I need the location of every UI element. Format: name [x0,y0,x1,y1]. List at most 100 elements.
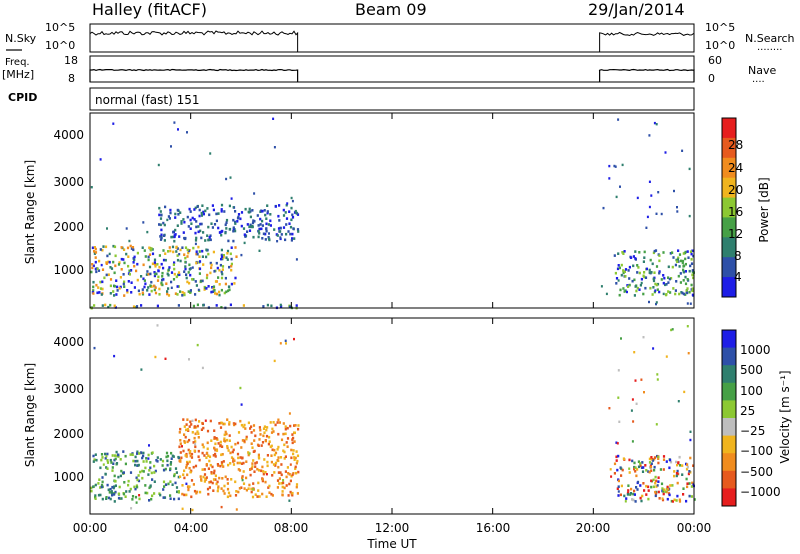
velocity-echo-cell [203,454,206,457]
velocity-echo-cell [686,465,689,469]
velocity-echo-cell [133,485,136,489]
velocity-echo-cell [650,457,653,461]
power-echo-cell [220,248,223,252]
power-echo-cell [636,196,639,200]
velocity-echo-cell [186,418,189,421]
velocity-echo-cell [640,378,643,381]
power-echo-cell [198,272,201,275]
velocity-echo-cell [200,478,203,481]
power-echo-cell [277,214,280,218]
velocity-colorbar-swatch [722,453,736,472]
velocity-echo-cell [243,423,246,427]
velocity-echo-cell [689,456,692,460]
power-echo-cell [211,286,214,289]
velocity-echo-cell [673,474,676,478]
power-echo-cell [96,291,99,295]
power-echo-cell [127,280,130,283]
power-echo-cell [136,278,139,282]
power-echo-cell [253,220,256,223]
velocity-echo-cell [651,459,655,462]
power-echo-cell [286,202,289,205]
velocity-echo-cell [110,491,113,495]
power-echo-cell [205,248,208,252]
velocity-echo-cell [253,470,256,473]
velocity-echo-cell [673,470,676,473]
power-echo-cell [229,252,232,256]
velocity-echo-cell [207,467,210,470]
velocity-echo-cell [107,488,110,492]
power-echo-cell [220,306,223,309]
velocity-echo-cell [205,463,208,466]
power-echo-cell [220,257,223,261]
power-echo-cell [220,210,223,213]
velocity-echo-cell [233,459,236,462]
power-echo-cell [265,227,268,231]
velocity-echo-cell [109,458,112,462]
power-echo-cell [669,291,672,294]
power-echo-cell [101,268,105,271]
velocity-echo-cell [252,488,255,491]
velocity-echo-cell [115,450,118,454]
power-echo-cell [261,237,264,240]
power-echo-cell [634,285,637,288]
velocity-cbar-tick-neg1000: −1000 [740,485,781,499]
power-echo-cell [104,303,107,307]
power-echo-cell [259,217,262,221]
velocity-echo-cell [647,489,650,492]
velocity-echo-cell [641,470,645,473]
power-echo-cell [195,250,198,253]
power-echo-cell [184,267,187,271]
velocity-echo-cell [129,453,132,456]
velocity-echo-cell [290,448,293,452]
velocity-echo-cell [136,459,139,463]
velocity-echo-cell [108,491,111,494]
power-echo-cell [633,278,636,282]
power-echo-cell [622,252,625,255]
velocity-echo-cell [653,457,656,461]
power-echo-cell [264,238,267,241]
velocity-echo-cell [204,419,207,422]
power-echo-cell [181,291,184,294]
velocity-echo-cell [273,448,276,452]
power-echo-cell [617,264,620,267]
power-ytick-4000: 4000 [53,128,84,142]
power-ylabel: Slant Range [km] [23,160,37,264]
power-echo-cell [198,267,202,271]
power-echo-cell [648,300,650,304]
velocity-echo-cell [112,486,115,490]
velocity-echo-cell [628,471,631,474]
power-echo-cell [123,280,126,284]
velocity-echo-cell [183,469,186,473]
velocity-echo-cell [136,464,139,467]
power-echo-cell [295,211,298,215]
velocity-echo-cell [113,500,116,503]
power-echo-cell [101,287,104,291]
velocity-echo-cell [267,442,270,446]
velocity-echo-cell [287,494,290,497]
power-echo-cell [153,288,156,292]
power-echo-cell [215,212,218,216]
velocity-echo-cell [617,485,620,488]
power-echo-cell [234,220,237,224]
power-echo-cell [615,195,618,199]
velocity-echo-cell [253,439,256,442]
velocity-echo-cell [201,443,204,446]
velocity-echo-cell [265,495,268,498]
power-echo-cell [183,270,186,273]
velocity-echo-cell [283,486,286,490]
velocity-echo-cell [242,461,245,465]
velocity-echo-cell [240,423,243,427]
power-echo-cell [141,292,145,296]
power-echo-cell [689,264,692,268]
velocity-echo-cell [252,429,256,432]
velocity-echo-cell [258,426,261,429]
velocity-echo-cell [192,465,195,469]
power-echo-cell [196,205,199,208]
velocity-echo-cell [181,492,184,496]
velocity-echo-cell [678,498,681,502]
velocity-echo-cell [94,453,97,456]
velocity-echo-cell [97,482,100,485]
velocity-echo-cell [125,490,128,493]
power-echo-cell [92,292,95,295]
velocity-echo-cell [174,467,178,470]
